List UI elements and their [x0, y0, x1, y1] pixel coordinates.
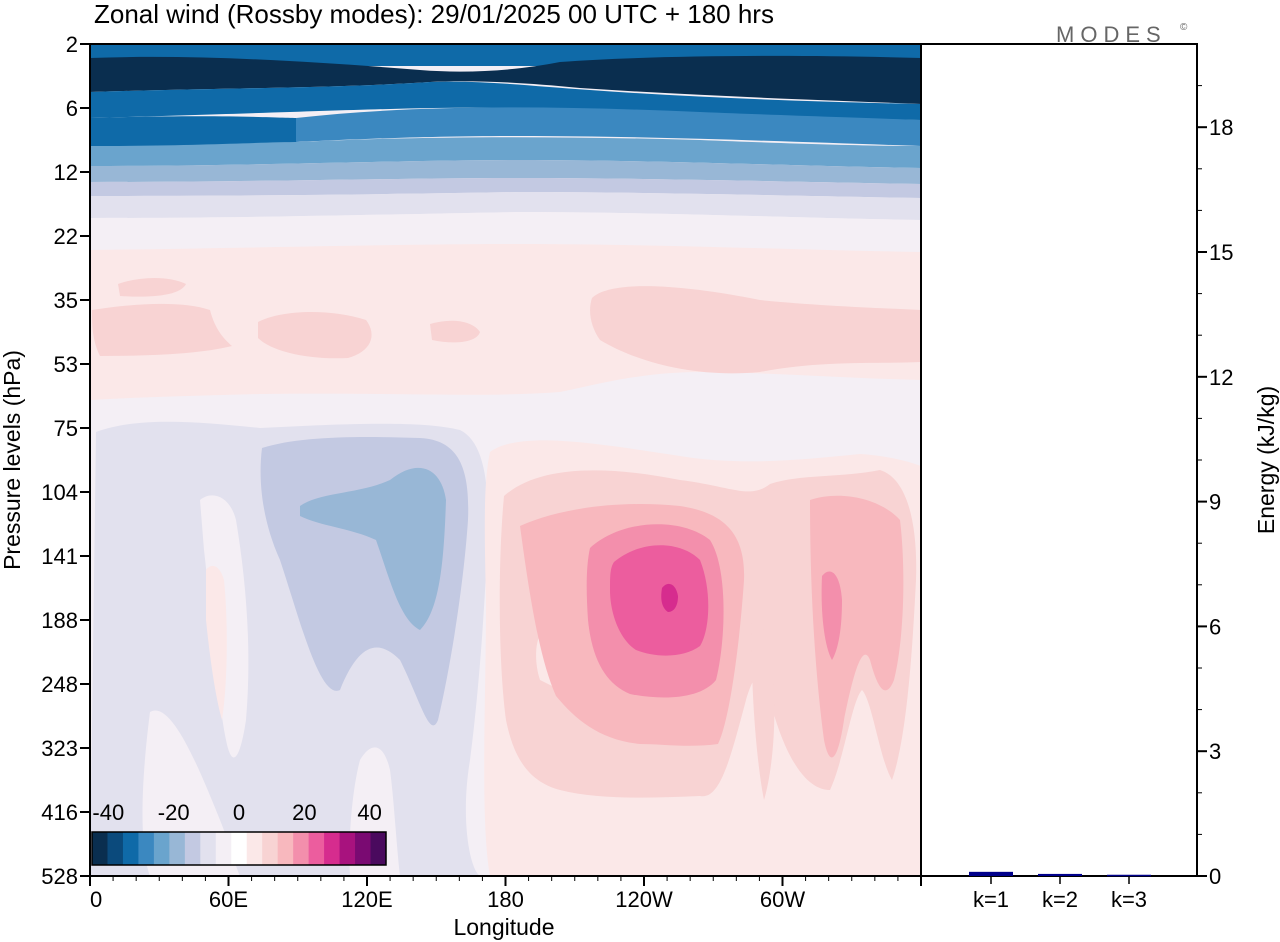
colorbar-label: 20 — [292, 800, 316, 825]
pressure-tick-label: 35 — [54, 288, 78, 313]
energy-bar-k=2 — [1038, 873, 1082, 876]
pressure-tick-label: 141 — [41, 544, 78, 569]
band-m30-left — [90, 116, 300, 149]
colorbar-swatch — [370, 832, 387, 865]
energy-tick-label: 15 — [1209, 240, 1233, 265]
band-m2 — [90, 212, 921, 252]
pressure-tick-label: 323 — [41, 736, 78, 761]
pressure-tick-label: 2 — [66, 32, 78, 57]
colorbar-swatch — [122, 832, 139, 865]
energy-bar-k=3 — [1107, 874, 1151, 877]
band-m15 — [90, 160, 921, 184]
brand-logo: MODES — [1056, 22, 1167, 47]
colorbar-swatch — [277, 832, 294, 865]
energy-category-label: k=1 — [973, 887, 1009, 912]
colorbar-swatch — [200, 832, 217, 865]
pressure-axis: 2 6 12 22 35 53 75 104 141 188 248 323 416 528 — [41, 32, 90, 889]
band-m20 — [90, 137, 921, 168]
pressure-tick-label: 188 — [41, 608, 78, 633]
colorbar-swatch — [355, 832, 372, 865]
colorbar: -40 -20 0 20 40 — [91, 800, 387, 866]
easterly-region-core — [300, 467, 446, 630]
colorbar-swatch — [92, 832, 108, 865]
longitude-tick-label: 60W — [760, 887, 805, 912]
pressure-tick-label: 416 — [41, 800, 78, 825]
colorbar-swatch — [138, 832, 155, 865]
colorbar-swatch — [231, 832, 248, 865]
colorbar-swatch — [153, 832, 170, 865]
energy-tick-label: 9 — [1209, 490, 1221, 515]
band-m5 — [90, 192, 921, 220]
energy-bar-k=1 — [969, 871, 1013, 876]
band-m40 — [90, 55, 921, 104]
pressure-tick-label: 12 — [54, 160, 78, 185]
brand-mark: © — [1180, 22, 1188, 33]
colorbar-swatch — [246, 832, 263, 865]
energy-category-label: k=3 — [1111, 887, 1147, 912]
pressure-tick-label: 53 — [54, 352, 78, 377]
longitude-axis: 0 60E 120E 180 120W 60W — [89, 876, 922, 912]
energy-tick-label: 0 — [1209, 864, 1221, 889]
pressure-tick-label: 248 — [41, 672, 78, 697]
energy-axis-label: Energy (kJ/kg) — [1253, 386, 1279, 534]
band-m25 — [296, 107, 921, 146]
pressure-tick-label: 75 — [54, 416, 78, 441]
band-m10 — [90, 178, 921, 198]
chart-title: Zonal wind (Rossby modes): 29/01/2025 00… — [94, 0, 774, 29]
pressure-tick-label: 22 — [54, 224, 78, 249]
colorbar-swatch — [324, 832, 341, 865]
colorbar-label: 40 — [357, 800, 381, 825]
energy-panel: 0 3 6 9 12 15 18 k=1 k=2 k=3 — [920, 43, 1233, 912]
colorbar-swatch — [169, 832, 186, 865]
pressure-tick-label: 104 — [41, 480, 78, 505]
westerly-region-strong — [610, 545, 709, 656]
pressure-tick-label: 528 — [41, 864, 78, 889]
colorbar-swatch — [215, 832, 232, 865]
longitude-tick-label: 180 — [487, 887, 524, 912]
colorbar-label: 0 — [233, 800, 245, 825]
energy-frame — [920, 43, 1198, 877]
westerly-maximum — [661, 583, 678, 612]
longitude-tick-label: 120E — [341, 887, 392, 912]
energy-category-label: k=2 — [1042, 887, 1078, 912]
colorbar-swatch — [262, 832, 279, 865]
longitude-tick-label: 120W — [615, 887, 673, 912]
energy-tick-label: 18 — [1209, 115, 1233, 140]
colorbar-frame — [91, 831, 387, 866]
colorbar-swatch — [308, 832, 325, 865]
x-axis-label: Longitude — [453, 914, 554, 940]
colorbar-swatch — [107, 832, 124, 865]
colorbar-swatch — [339, 832, 356, 865]
energy-tick-label: 3 — [1209, 739, 1221, 764]
colorbar-label: -40 — [92, 800, 124, 825]
band-m30 — [90, 81, 921, 120]
energy-tick-label: 6 — [1209, 614, 1221, 639]
energy-tick-label: 12 — [1209, 365, 1233, 390]
longitude-tick-label: 0 — [90, 887, 102, 912]
zonal-wind-heatmap — [90, 44, 921, 876]
y-axis-label: Pressure levels (hPa) — [0, 350, 25, 570]
colorbar-swatch — [293, 832, 310, 865]
longitude-tick-label: 60E — [209, 887, 248, 912]
pressure-tick-label: 6 — [66, 96, 78, 121]
colorbar-swatch — [184, 832, 201, 865]
colorbar-label: -20 — [158, 800, 190, 825]
